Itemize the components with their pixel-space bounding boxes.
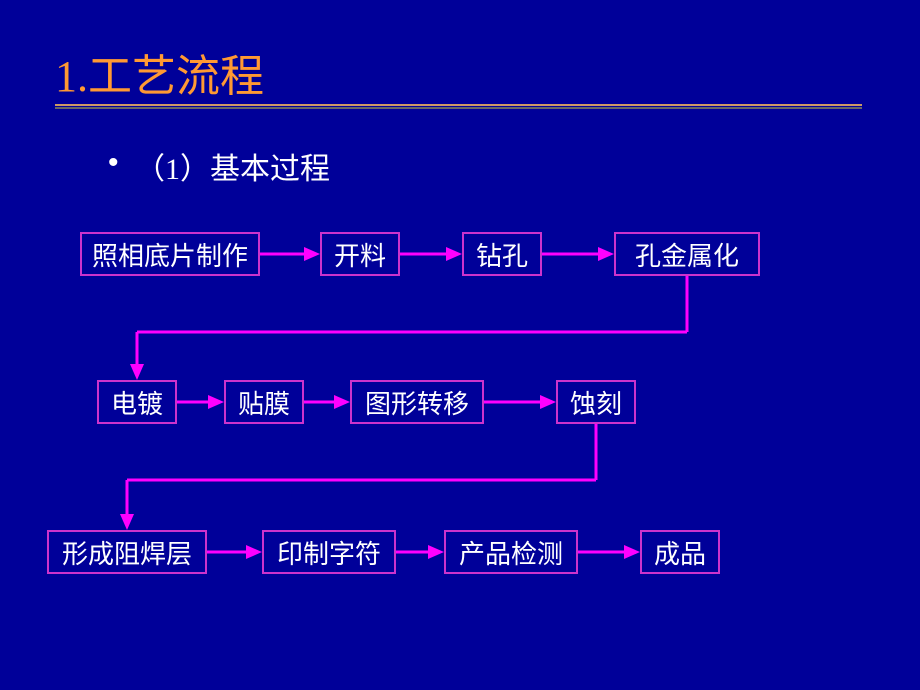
flow-node-n11: 产品检测 [444,530,578,574]
flow-node-n9: 形成阻焊层 [47,530,207,574]
flow-node-n10: 印制字符 [262,530,396,574]
title-divider-bottom [55,107,862,109]
flow-node-n6: 贴膜 [224,380,304,424]
flow-node-n3: 钻孔 [462,232,542,276]
title-divider-top [55,104,862,106]
flow-node-n12: 成品 [640,530,720,574]
flow-node-n4: 孔金属化 [614,232,760,276]
slide-subtitle: （1）基本过程 [135,144,330,188]
flow-node-n5: 电镀 [97,380,177,424]
flow-node-n2: 开料 [320,232,400,276]
flow-node-n8: 蚀刻 [556,380,636,424]
bullet-icon: • [108,146,119,180]
flow-node-n7: 图形转移 [350,380,484,424]
flow-node-n1: 照相底片制作 [80,232,260,276]
slide-title: 1.工艺流程 [55,40,264,104]
slide: 1.工艺流程 • （1）基本过程 照相底片制作 开料 钻孔 孔金属化电镀 贴膜 图形转移 蚀… [0,0,920,690]
